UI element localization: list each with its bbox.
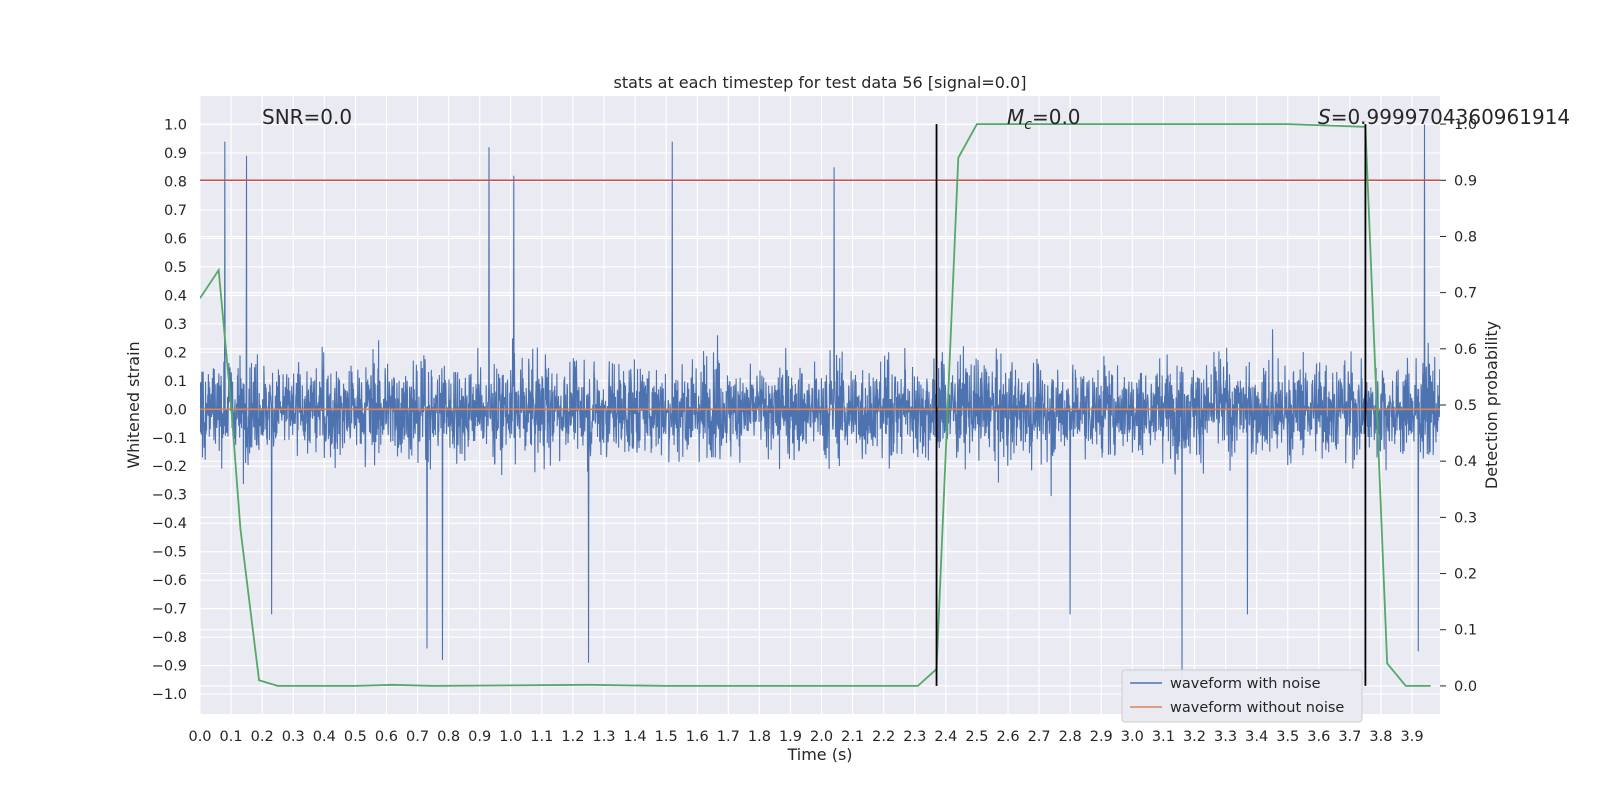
y-tick-label: 0.8 [164,174,187,190]
x-tick-label: 2.2 [872,729,895,745]
x-tick-label: 3.1 [1152,729,1175,745]
legend-label-noise: waveform with noise [1170,676,1321,692]
x-tick-label: 3.4 [1245,729,1268,745]
y-tick-label: 0.2 [164,345,187,361]
y-tick-label: −0.6 [152,573,187,589]
y-tick-label: −0.9 [152,659,187,675]
x-tick-label: 0.7 [406,729,429,745]
y2-tick-label: 0.0 [1454,679,1477,695]
chart-title: stats at each timestep for test data 56 … [614,73,1027,92]
y2-tick-label: 0.1 [1454,623,1477,639]
x-tick-label: 2.3 [903,729,926,745]
mc-annotation: Mc=0.0 [1007,105,1081,133]
x-tick-label: 0.5 [344,729,367,745]
probability-series-line [200,123,1431,687]
x-tick-label: 2.8 [1059,729,1082,745]
x-tick-label: 2.6 [996,729,1019,745]
y-tick-label: 0.6 [164,231,187,247]
y2-tick-label: 0.4 [1454,454,1477,470]
x-tick-label: 1.8 [748,729,771,745]
y-tick-label: 0.0 [164,402,187,418]
x-tick-label: 1.3 [592,729,615,745]
x-tick-label: 1.5 [655,729,678,745]
x-tick-label: 0.4 [313,729,336,745]
x-tick-label: 2.0 [810,729,833,745]
x-tick-label: 3.7 [1338,729,1361,745]
s-annotation: S=0.9999704360961914 [1318,105,1570,129]
x-tick-label: 0.9 [468,729,491,745]
x-tick-label: 0.6 [375,729,398,745]
x-tick-label: 1.7 [717,729,740,745]
x-tick-label: 3.6 [1307,729,1330,745]
x-tick-label: 1.1 [530,729,553,745]
x-tick-label: 2.4 [934,729,957,745]
y-tick-label: −0.7 [152,602,187,618]
y-tick-label: 0.4 [164,288,187,304]
y-tick-label: −0.4 [152,516,187,532]
snr-annotation: SNR=0.0 [262,105,352,129]
x-tick-label: 0.2 [251,729,274,745]
x-tick-label: 0.8 [437,729,460,745]
y-tick-label: 0.7 [164,203,187,219]
y-tick-label: 1.0 [164,117,187,133]
x-tick-label: 1.4 [624,729,647,745]
x-tick-label: 3.5 [1276,729,1299,745]
y-tick-label: −0.3 [152,488,187,504]
markers [935,124,1367,686]
y-axis-label: Whitened strain [124,341,143,468]
x-tick-label: 3.9 [1400,729,1423,745]
y-tick-label: −0.1 [152,431,187,447]
y-tick-labels: 1.0 0.9 0.8 0.7 0.6 0.5 0.4 0.3 0.2 0.1 0.0 −0.1 −0.… [152,117,187,703]
legend-box [1121,669,1363,723]
y-tick-label: 0.5 [164,260,187,276]
y-tick-label: −0.8 [152,630,187,646]
y2-tick-label: 1.0 [1454,117,1477,133]
y2-tick-label: 0.8 [1454,229,1477,245]
x-tick-label: 0.3 [282,729,305,745]
y-tick-label: 0.1 [164,374,187,390]
x-tick-labels: 0.0 0.1 0.2 0.3 0.4 0.5 0.6 0.7 0.8 0.9 1.0 1.1 1.2 1… [188,729,1423,745]
x-tick-label: 3.2 [1183,729,1206,745]
x-tick-label: 1.0 [499,729,522,745]
x-tick-label: 0.1 [220,729,243,745]
x-tick-label: 1.2 [561,729,584,745]
x-tick-label: 1.6 [686,729,709,745]
noise-series-line [200,124,1440,680]
y2-tick-label: 0.9 [1454,173,1477,189]
legend: waveform with noise waveform without noi… [1121,669,1363,723]
y-tick-label: 0.3 [164,317,187,333]
y2-tick-label: 0.6 [1454,342,1477,358]
x-tick-label: 0.0 [188,729,211,745]
x-tick-label: 2.7 [1028,729,1051,745]
y2-axis-label: Detection probability [1482,321,1501,489]
y-tick-label: 0.9 [164,146,187,162]
x-tick-label: 2.5 [965,729,988,745]
y2-tick-label: 0.5 [1454,398,1477,414]
x-tick-label: 2.9 [1090,729,1113,745]
y-tick-label: −0.5 [152,545,187,561]
x-tick-label: 1.9 [779,729,802,745]
x-tick-label: 3.0 [1121,729,1144,745]
x-tick-label: 3.3 [1214,729,1237,745]
x-axis-label: Time (s) [786,745,852,764]
legend-label-clean: waveform without noise [1170,700,1344,716]
y-tick-label: −0.2 [152,459,187,475]
x-tick-label: 3.8 [1369,729,1392,745]
x-tick-label: 2.1 [841,729,864,745]
y2-tick-label: 0.3 [1454,510,1477,526]
y-tick-label: −1.0 [152,687,187,703]
y2-tick-labels: 1.0 0.9 0.8 0.7 0.6 0.5 0.4 0.3 0.2 0.1 0.0 [1440,117,1477,695]
y2-tick-label: 0.2 [1454,567,1477,583]
y2-tick-label: 0.7 [1454,286,1477,302]
